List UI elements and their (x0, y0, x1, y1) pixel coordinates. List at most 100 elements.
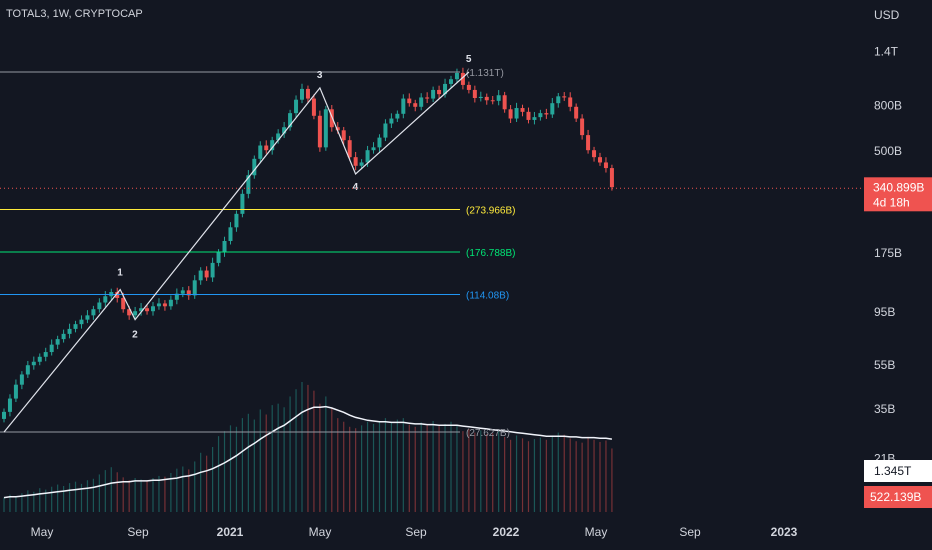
candle-body (526, 111, 531, 120)
level-label: (1.131T) (466, 68, 504, 79)
candle-body (329, 109, 334, 128)
candle-body (198, 270, 203, 281)
candle-body (317, 115, 322, 148)
candle-body (264, 145, 269, 151)
time-axis-label: May (585, 525, 608, 539)
last-price-badge (864, 177, 932, 212)
time-axis-label: Sep (679, 525, 701, 539)
time-axis-label: 2021 (217, 525, 244, 539)
candle-body (538, 113, 543, 118)
candle-body (288, 113, 293, 128)
candle-body (568, 97, 573, 107)
candle-body (300, 88, 304, 100)
candle-body (19, 374, 24, 385)
candle-body (371, 147, 376, 151)
candle-body (37, 356, 42, 362)
time-axis-label: 2022 (493, 525, 520, 539)
volume-ma-badge (864, 460, 932, 482)
candle-body (609, 168, 614, 188)
level-label: (27.627B) (466, 428, 510, 439)
currency-label[interactable]: USD (874, 8, 900, 22)
candle-body (443, 83, 448, 95)
candle-body (407, 98, 412, 104)
candle-body (359, 162, 364, 166)
candle-body (508, 109, 513, 119)
candle-body (252, 158, 257, 176)
candle-body (67, 328, 72, 334)
candle-body (216, 252, 221, 263)
candle-body (466, 84, 471, 90)
candle-body (353, 157, 358, 166)
candle-body (228, 227, 233, 241)
time-axis-label: Sep (405, 525, 427, 539)
candle-body (25, 365, 30, 375)
time-axis-label: Sep (127, 525, 149, 539)
candle-body (151, 306, 155, 312)
candle-body (454, 72, 459, 80)
candle-body (383, 123, 388, 138)
candle-body (502, 95, 507, 110)
wave-label: 4 (353, 182, 359, 193)
time-axis-label: May (31, 525, 54, 539)
candle-body (282, 127, 287, 134)
candle-body (598, 157, 602, 163)
candle-body (311, 98, 316, 116)
candle-body (389, 118, 394, 124)
candle-body (240, 193, 245, 214)
candle-body (156, 303, 161, 307)
wave-label: 5 (466, 54, 472, 65)
candle-body (401, 98, 406, 114)
candle-body (276, 133, 281, 141)
candle-body (121, 298, 126, 310)
candle-body (556, 96, 561, 104)
candle-body (496, 95, 501, 101)
candle-body (425, 97, 430, 99)
candle-body (97, 302, 102, 310)
candle-body (180, 290, 185, 294)
candle-body (145, 308, 150, 312)
candle-body (186, 290, 191, 296)
candle-body (574, 106, 579, 119)
candle-body (49, 344, 54, 353)
volume-ma-line (3, 405, 613, 499)
symbol-title[interactable]: TOTAL3, 1W, CRYPTOCAP (6, 8, 143, 20)
candle-body (7, 398, 12, 412)
time-axis-label: May (309, 525, 332, 539)
last-price-value: 340.899B (873, 180, 924, 194)
candle-body (162, 303, 167, 307)
candle-body (43, 352, 48, 357)
elliott-wave-line (3, 71, 470, 433)
wave-label: 3 (317, 70, 323, 81)
candle-body (341, 130, 346, 141)
candle-body (79, 319, 84, 325)
candle-body (168, 299, 173, 307)
candle-body (2, 411, 6, 419)
volume-value: 522.139B (870, 490, 921, 504)
candle-body (544, 113, 549, 115)
candle-body (91, 309, 96, 316)
volume-badge (864, 486, 932, 508)
candle-body (603, 162, 608, 169)
candle-body (347, 140, 352, 158)
candle-body (335, 127, 340, 131)
price-axis-label: 500B (874, 144, 902, 158)
candle-body (460, 72, 465, 85)
candle-body (472, 89, 477, 99)
candle-body (395, 113, 400, 119)
candle-body (449, 79, 453, 84)
candle-body (61, 333, 66, 340)
candle-body (323, 109, 328, 148)
volume-ma-value: 1.345T (874, 464, 912, 478)
price-axis-label: 800B (874, 99, 902, 113)
candle-body (210, 262, 215, 278)
price-axis-label: 55B (874, 358, 895, 372)
price-axis-label: 175B (874, 246, 902, 260)
candle-body (419, 97, 424, 107)
price-axis-label: 1.4T (874, 44, 899, 58)
candle-body (562, 96, 567, 98)
candle-body (532, 117, 537, 120)
candle-body (174, 293, 179, 300)
candle-body (413, 103, 418, 107)
